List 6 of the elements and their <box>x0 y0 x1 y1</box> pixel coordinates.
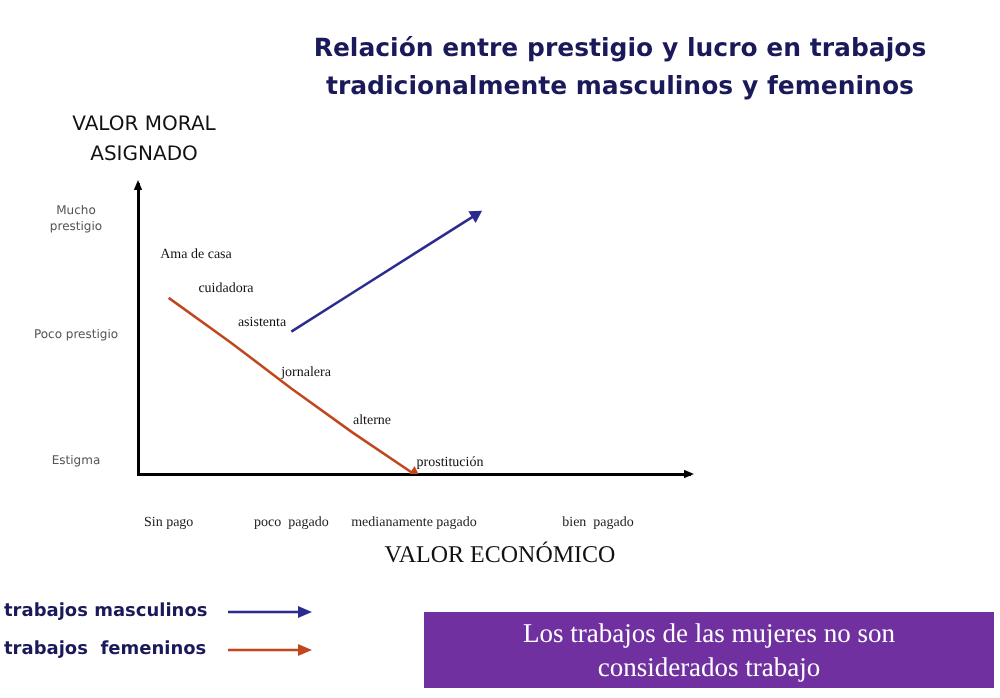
text: Los trabajos de las mujeres no son considerados trabajo <box>424 612 994 688</box>
legend-label: trabajos masculinos <box>4 601 210 621</box>
legend-label: trabajos femeninos <box>4 639 209 659</box>
chart-title: Relación entre prestigio y lucro en trabajos tradicionalmente masculinos y femeninos <box>311 30 929 104</box>
x-axis-title: VALOR ECONÓMICO <box>382 540 618 570</box>
y-axis-title: VALOR MORAL ASIGNADO <box>70 112 218 170</box>
